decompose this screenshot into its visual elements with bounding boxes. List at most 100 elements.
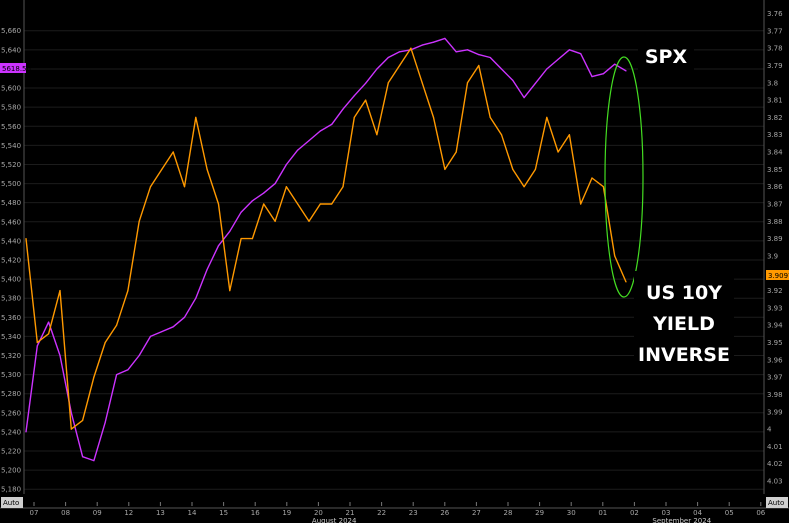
spx-value-tag-text: 5618.56 bbox=[2, 65, 31, 73]
auto-button-left-label[interactable]: Auto bbox=[3, 499, 19, 507]
yield-data-point bbox=[399, 64, 401, 67]
right-tick-label: 3.76 bbox=[767, 10, 783, 18]
yield-data-point bbox=[149, 186, 152, 188]
yield-data-point bbox=[59, 290, 61, 292]
spx-callout-label: SPX bbox=[645, 46, 688, 68]
x-tick-label: 19 bbox=[282, 509, 291, 517]
spx-data-point bbox=[70, 412, 72, 414]
yield-data-point bbox=[557, 151, 559, 153]
right-tick-label: 3.87 bbox=[767, 200, 783, 208]
spx-data-point bbox=[432, 41, 435, 43]
spx-data-point bbox=[285, 163, 287, 166]
spx-data-point bbox=[580, 53, 582, 55]
yield-data-point bbox=[546, 116, 548, 118]
spx-data-point bbox=[557, 58, 559, 61]
x-tick-label: 02 bbox=[630, 509, 639, 517]
x-tick-label: 13 bbox=[156, 509, 165, 517]
x-tick-label: 16 bbox=[251, 509, 260, 517]
spx-data-point bbox=[365, 82, 367, 84]
spx-data-point bbox=[229, 230, 231, 232]
yield-data-point bbox=[512, 168, 514, 170]
x-tick-label: 21 bbox=[346, 509, 355, 517]
spx-data-point bbox=[263, 192, 265, 194]
x-tick-label: 26 bbox=[440, 509, 449, 517]
left-tick-label: 5,640 bbox=[1, 46, 21, 54]
x-tick-label: 20 bbox=[314, 509, 323, 517]
spx-data-point bbox=[399, 51, 401, 53]
left-tick-label: 5,240 bbox=[1, 428, 21, 436]
auto-button-right[interactable]: Auto bbox=[766, 497, 788, 508]
yield-data-point bbox=[263, 203, 265, 205]
left-tick-label: 5,660 bbox=[1, 27, 21, 35]
x-tick-label: 03 bbox=[662, 509, 671, 517]
spx-data-point bbox=[93, 460, 95, 462]
left-tick-label: 5,320 bbox=[1, 352, 21, 360]
right-tick-label: 3.8 bbox=[767, 79, 778, 87]
yield-data-point bbox=[410, 47, 412, 49]
right-tick-label: 3.99 bbox=[767, 408, 783, 416]
spx-data-point bbox=[116, 374, 118, 376]
spx-data-point bbox=[25, 431, 27, 433]
right-tick-label: 3.92 bbox=[767, 287, 783, 295]
spx-data-point bbox=[308, 140, 310, 142]
auto-button-right-bg[interactable] bbox=[766, 497, 788, 508]
left-tick-label: 5,440 bbox=[1, 237, 21, 245]
yield-callout: US 10Y YIELD INVERSE bbox=[634, 271, 734, 371]
right-tick-label: 3.88 bbox=[767, 218, 783, 226]
yield-value-tag-text: 3.9097 bbox=[768, 272, 789, 280]
yield-data-point bbox=[365, 99, 367, 101]
spx-data-point bbox=[602, 73, 605, 75]
yield-data-point bbox=[432, 116, 435, 118]
spx-data-point bbox=[172, 326, 174, 328]
left-tick-label: 5,500 bbox=[1, 180, 21, 188]
spx-data-point bbox=[466, 49, 469, 51]
right-tick-label: 3.98 bbox=[767, 391, 783, 399]
auto-button-left-bg[interactable] bbox=[1, 497, 23, 508]
x-tick-label: 05 bbox=[725, 509, 734, 517]
right-tick-label: 3.94 bbox=[767, 322, 783, 330]
yield-data-point bbox=[489, 116, 491, 118]
left-tick-label: 5,600 bbox=[1, 85, 21, 93]
spx-data-point bbox=[568, 49, 571, 51]
spx-data-point bbox=[546, 68, 548, 70]
spx-data-point bbox=[82, 456, 84, 458]
auto-button-right-label[interactable]: Auto bbox=[768, 499, 784, 507]
spx-data-point bbox=[591, 76, 593, 78]
yield-callout-line1: US 10Y bbox=[646, 282, 722, 304]
x-tick-label: 28 bbox=[504, 509, 513, 517]
yield-data-point bbox=[297, 203, 299, 205]
spx-data-point bbox=[342, 108, 344, 110]
yield-data-point bbox=[217, 203, 220, 205]
spx-data-point bbox=[625, 70, 627, 72]
right-tick-label: 3.93 bbox=[767, 304, 783, 312]
left-tick-label: 5,280 bbox=[1, 390, 21, 398]
x-tick-label: 01 bbox=[598, 509, 607, 517]
month-label: September 2024 bbox=[652, 517, 711, 523]
x-tick-label: 14 bbox=[188, 509, 197, 517]
x-tick-label: 08 bbox=[61, 509, 70, 517]
auto-button-left[interactable]: Auto bbox=[1, 497, 23, 508]
x-tick-label: 30 bbox=[567, 509, 576, 517]
yield-data-point bbox=[274, 220, 276, 222]
x-tick-label: 23 bbox=[409, 509, 418, 517]
x-tick-label: 29 bbox=[535, 509, 544, 517]
month-label: August 2024 bbox=[312, 517, 357, 523]
yield-data-point bbox=[195, 116, 197, 118]
right-tick-label: 3.79 bbox=[767, 62, 783, 70]
spx-value-tag-bg bbox=[0, 63, 26, 73]
right-tick-label: 4 bbox=[767, 426, 772, 434]
left-tick-label: 5,420 bbox=[1, 256, 21, 264]
spx-series-line bbox=[25, 37, 627, 462]
right-tick-label: 3.82 bbox=[767, 114, 783, 122]
yield-data-point bbox=[455, 151, 457, 153]
x-tick-label: 12 bbox=[124, 509, 133, 517]
spx-data-point bbox=[489, 56, 491, 59]
spx-data-point bbox=[127, 369, 129, 371]
left-tick-label: 5,220 bbox=[1, 448, 21, 456]
yield-value-tag-bg bbox=[766, 270, 789, 280]
yield-data-point bbox=[127, 290, 129, 292]
yield-data-point bbox=[206, 168, 208, 170]
yield-data-point bbox=[376, 134, 378, 136]
yield-data-point bbox=[387, 82, 389, 84]
yield-data-point bbox=[319, 203, 321, 205]
